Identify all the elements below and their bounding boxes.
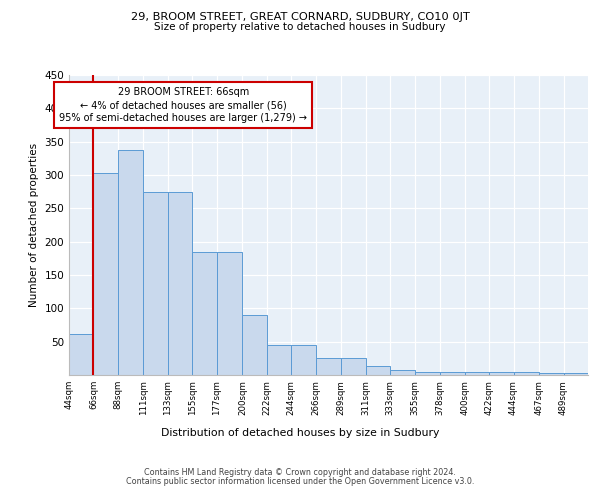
Bar (143, 192, 168, 375)
Bar (341, 358, 366, 375)
Text: 29, BROOM STREET, GREAT CORNARD, SUDBURY, CO10 0JT: 29, BROOM STREET, GREAT CORNARD, SUDBURY… (131, 12, 469, 22)
Bar (217, 252, 242, 375)
Bar (291, 345, 316, 375)
Text: Contains public sector information licensed under the Open Government Licence v3: Contains public sector information licen… (126, 476, 474, 486)
Y-axis label: Number of detached properties: Number of detached properties (29, 143, 39, 307)
Text: 29 BROOM STREET: 66sqm
← 4% of detached houses are smaller (56)
95% of semi-deta: 29 BROOM STREET: 66sqm ← 4% of detached … (59, 87, 307, 124)
Bar (440, 372, 464, 375)
Bar (390, 370, 415, 375)
Bar (514, 372, 539, 375)
Text: Distribution of detached houses by size in Sudbury: Distribution of detached houses by size … (161, 428, 439, 438)
Bar (193, 252, 217, 375)
Bar (489, 372, 514, 375)
Bar (242, 315, 267, 375)
Text: Size of property relative to detached houses in Sudbury: Size of property relative to detached ho… (154, 22, 446, 32)
Bar (563, 373, 588, 375)
Bar (464, 372, 489, 375)
Text: Contains HM Land Registry data © Crown copyright and database right 2024.: Contains HM Land Registry data © Crown c… (144, 468, 456, 477)
Bar (69, 334, 94, 375)
Bar (366, 366, 390, 375)
Bar (316, 358, 341, 375)
Bar (168, 192, 193, 375)
Bar (539, 373, 563, 375)
Bar (415, 372, 440, 375)
Bar (94, 173, 118, 375)
Bar (118, 150, 143, 375)
Bar (267, 345, 291, 375)
